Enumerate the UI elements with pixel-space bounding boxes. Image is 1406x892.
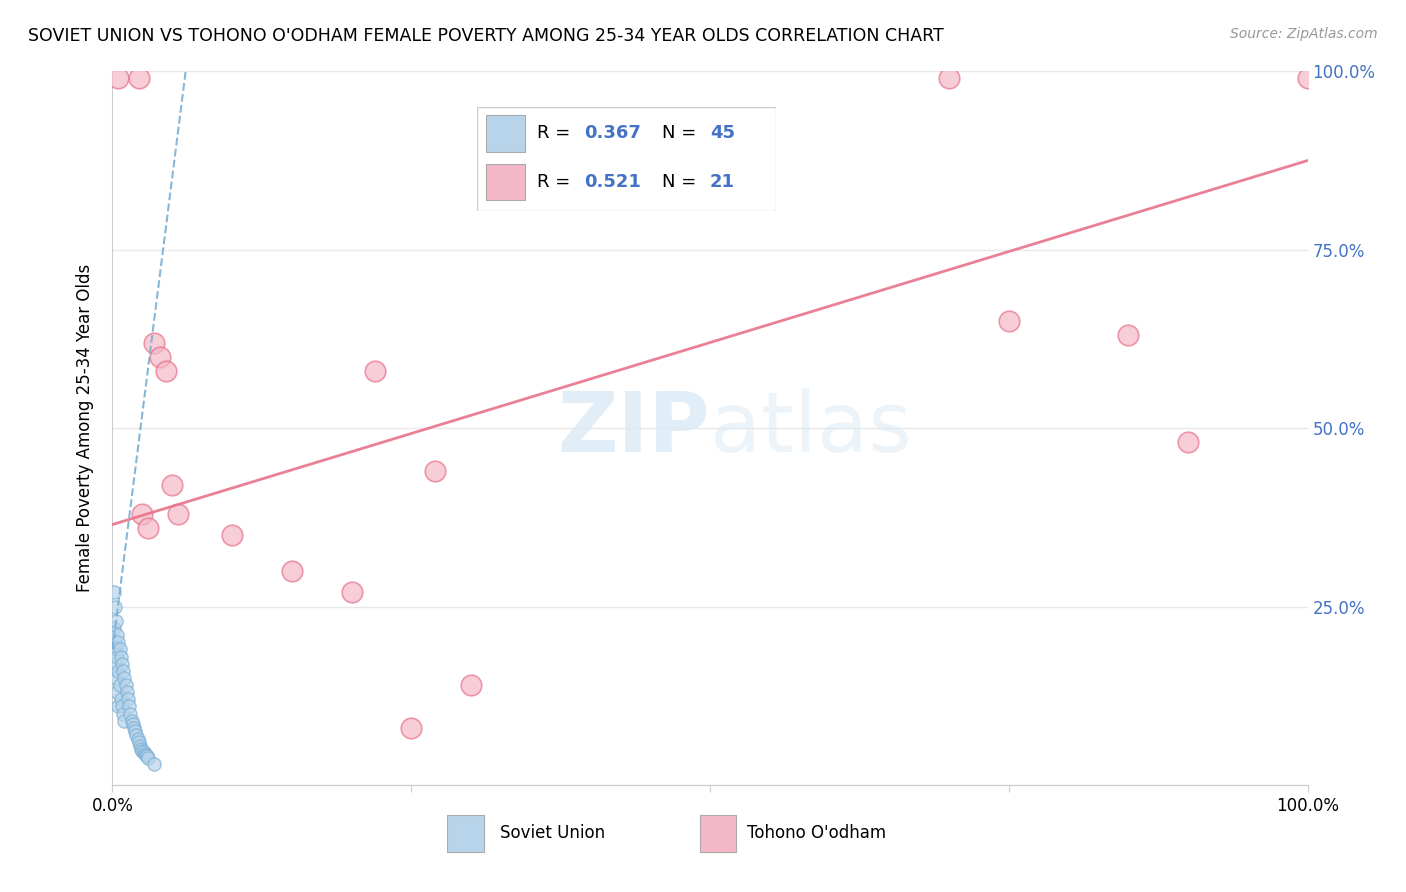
Point bbox=[149, 350, 172, 364]
Point bbox=[118, 699, 141, 714]
Point bbox=[364, 364, 387, 378]
Point bbox=[111, 699, 134, 714]
Point bbox=[108, 678, 131, 692]
Point bbox=[998, 314, 1021, 328]
Point bbox=[155, 364, 177, 378]
Point bbox=[127, 731, 149, 746]
Point bbox=[110, 649, 132, 664]
Point bbox=[1118, 328, 1140, 343]
Point bbox=[104, 635, 127, 649]
Point bbox=[105, 642, 128, 657]
Point bbox=[281, 564, 304, 578]
Text: atlas: atlas bbox=[710, 388, 911, 468]
Point bbox=[401, 721, 423, 735]
Point bbox=[103, 585, 125, 599]
Text: SOVIET UNION VS TOHONO O'ODHAM FEMALE POVERTY AMONG 25-34 YEAR OLDS CORRELATION : SOVIET UNION VS TOHONO O'ODHAM FEMALE PO… bbox=[28, 27, 943, 45]
Point bbox=[129, 742, 152, 756]
Point bbox=[132, 745, 155, 759]
Point bbox=[124, 724, 146, 739]
Point bbox=[135, 747, 157, 762]
Point bbox=[138, 521, 160, 535]
Point bbox=[110, 692, 132, 706]
Point bbox=[117, 692, 139, 706]
Point bbox=[128, 71, 150, 86]
Point bbox=[131, 744, 153, 758]
Point bbox=[104, 599, 127, 614]
Point bbox=[114, 671, 135, 685]
Point bbox=[131, 507, 153, 521]
Point bbox=[107, 664, 129, 678]
Point bbox=[162, 478, 183, 492]
Point bbox=[114, 678, 136, 692]
Point bbox=[105, 649, 128, 664]
Point bbox=[125, 728, 148, 742]
Point bbox=[340, 585, 363, 599]
Text: Source: ZipAtlas.com: Source: ZipAtlas.com bbox=[1230, 27, 1378, 41]
Point bbox=[138, 751, 160, 765]
Point bbox=[112, 706, 135, 721]
Point bbox=[104, 657, 127, 671]
Point bbox=[107, 635, 129, 649]
Point bbox=[129, 739, 152, 753]
Point bbox=[112, 664, 135, 678]
Point bbox=[105, 671, 128, 685]
Point bbox=[121, 714, 143, 728]
Point bbox=[105, 614, 128, 628]
Point bbox=[128, 735, 150, 749]
Point bbox=[108, 642, 131, 657]
Point bbox=[107, 699, 129, 714]
Point bbox=[221, 528, 243, 542]
Point bbox=[120, 706, 142, 721]
Point bbox=[111, 657, 134, 671]
Point bbox=[115, 685, 138, 699]
Point bbox=[460, 678, 482, 692]
Point bbox=[136, 749, 159, 764]
Point bbox=[121, 717, 143, 731]
Point bbox=[1296, 71, 1319, 86]
Point bbox=[134, 747, 156, 761]
Y-axis label: Female Poverty Among 25-34 Year Olds: Female Poverty Among 25-34 Year Olds bbox=[76, 264, 94, 592]
Point bbox=[167, 507, 190, 521]
Point bbox=[938, 71, 960, 86]
Point bbox=[107, 71, 129, 86]
Text: ZIP: ZIP bbox=[558, 388, 710, 468]
Point bbox=[122, 721, 145, 735]
Point bbox=[114, 714, 135, 728]
Point bbox=[143, 756, 166, 771]
Point bbox=[105, 628, 128, 642]
Point bbox=[103, 621, 125, 635]
Point bbox=[105, 685, 128, 699]
Point bbox=[425, 464, 447, 478]
Point bbox=[1177, 435, 1199, 450]
Point bbox=[143, 335, 166, 350]
